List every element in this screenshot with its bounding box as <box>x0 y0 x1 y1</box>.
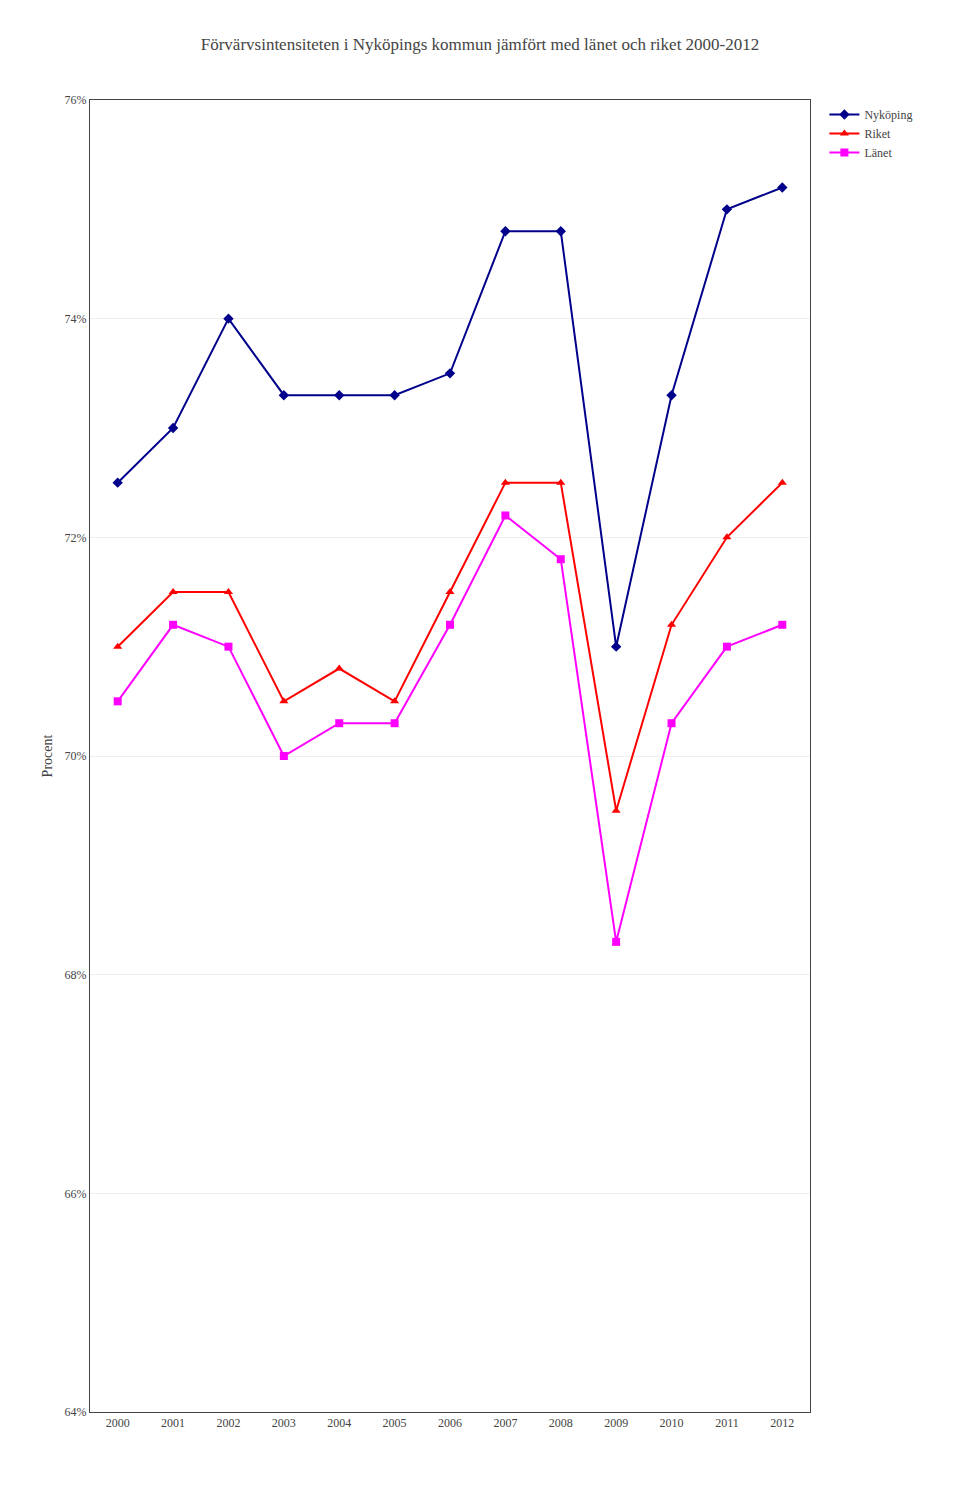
svg-text:72%: 72% <box>65 531 87 545</box>
svg-text:Länet: Länet <box>864 146 892 160</box>
svg-text:Procent: Procent <box>40 735 55 778</box>
svg-text:Nyköping: Nyköping <box>864 108 912 122</box>
svg-text:2003: 2003 <box>272 1416 296 1430</box>
svg-text:2004: 2004 <box>327 1416 351 1430</box>
svg-text:2005: 2005 <box>383 1416 407 1430</box>
svg-text:2007: 2007 <box>493 1416 517 1430</box>
svg-text:Riket: Riket <box>864 127 891 141</box>
svg-text:70%: 70% <box>65 749 87 763</box>
svg-text:2000: 2000 <box>106 1416 130 1430</box>
svg-text:68%: 68% <box>65 968 87 982</box>
svg-text:76%: 76% <box>65 93 87 107</box>
svg-text:64%: 64% <box>65 1405 87 1419</box>
svg-text:66%: 66% <box>65 1187 87 1201</box>
svg-text:Förvärvsintensiteten i Nyköpin: Förvärvsintensiteten i Nyköpings kommun … <box>201 35 760 54</box>
svg-text:2006: 2006 <box>438 1416 462 1430</box>
svg-text:74%: 74% <box>65 312 87 326</box>
svg-text:2011: 2011 <box>715 1416 739 1430</box>
svg-text:2010: 2010 <box>660 1416 684 1430</box>
svg-text:2009: 2009 <box>604 1416 628 1430</box>
svg-text:2008: 2008 <box>549 1416 573 1430</box>
svg-text:2001: 2001 <box>161 1416 185 1430</box>
svg-text:2012: 2012 <box>770 1416 794 1430</box>
svg-text:2002: 2002 <box>216 1416 240 1430</box>
